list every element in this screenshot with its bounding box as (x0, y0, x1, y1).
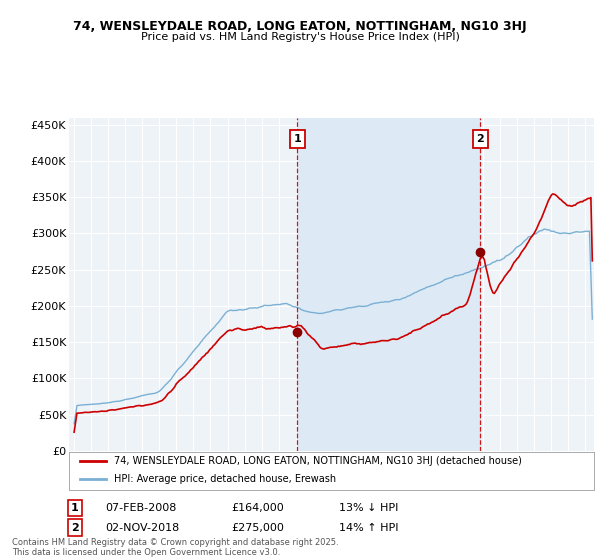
Text: 74, WENSLEYDALE ROAD, LONG EATON, NOTTINGHAM, NG10 3HJ (detached house): 74, WENSLEYDALE ROAD, LONG EATON, NOTTIN… (113, 456, 521, 466)
Bar (298, 118, 481, 451)
Text: 1: 1 (293, 134, 301, 144)
Text: 1: 1 (71, 503, 79, 513)
Text: 2: 2 (71, 522, 79, 533)
Text: 13% ↓ HPI: 13% ↓ HPI (339, 503, 398, 513)
Text: £164,000: £164,000 (231, 503, 284, 513)
Text: 14% ↑ HPI: 14% ↑ HPI (339, 522, 398, 533)
Text: HPI: Average price, detached house, Erewash: HPI: Average price, detached house, Erew… (113, 474, 336, 484)
Text: 02-NOV-2018: 02-NOV-2018 (105, 522, 179, 533)
Text: 2: 2 (476, 134, 484, 144)
Text: 07-FEB-2008: 07-FEB-2008 (105, 503, 176, 513)
Text: 74, WENSLEYDALE ROAD, LONG EATON, NOTTINGHAM, NG10 3HJ: 74, WENSLEYDALE ROAD, LONG EATON, NOTTIN… (73, 20, 527, 32)
Text: £275,000: £275,000 (231, 522, 284, 533)
Text: Price paid vs. HM Land Registry's House Price Index (HPI): Price paid vs. HM Land Registry's House … (140, 32, 460, 43)
Text: Contains HM Land Registry data © Crown copyright and database right 2025.
This d: Contains HM Land Registry data © Crown c… (12, 538, 338, 557)
